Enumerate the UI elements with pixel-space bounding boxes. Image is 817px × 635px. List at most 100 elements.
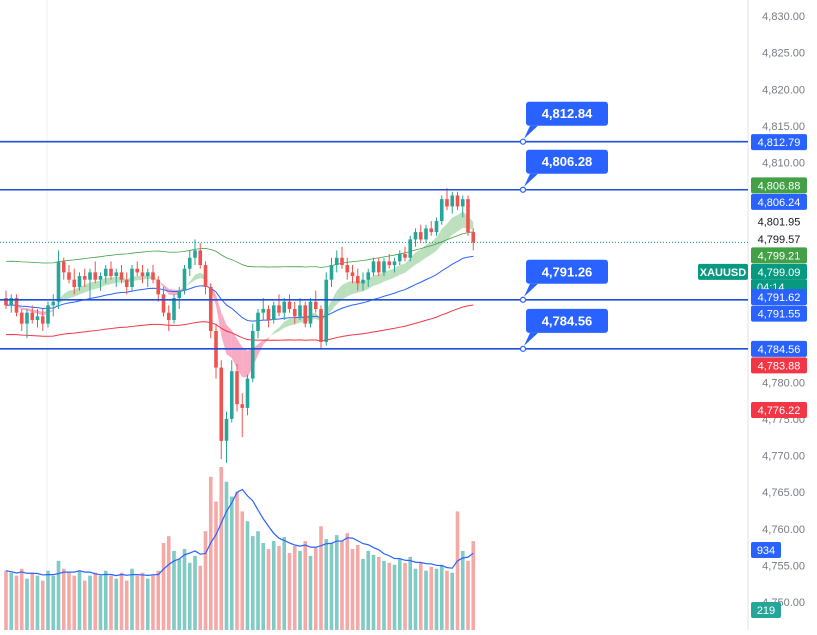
symbol-tag-text: XAUUSD xyxy=(700,267,747,279)
volume-bar xyxy=(203,531,208,630)
volume-bar xyxy=(208,476,213,630)
volume-bar xyxy=(109,575,113,630)
ribbon-segment xyxy=(284,318,290,328)
ribbon-segment xyxy=(342,282,348,300)
candle-body xyxy=(193,250,197,258)
volume-bar xyxy=(418,562,423,630)
ribbon-segment xyxy=(441,223,447,245)
volume-bar xyxy=(93,572,98,630)
ribbon-segment xyxy=(258,340,264,356)
price-label-box xyxy=(751,134,807,151)
candle-body xyxy=(403,254,407,258)
candle-body xyxy=(434,221,439,233)
ribbon-segment xyxy=(95,280,101,290)
candle-body xyxy=(340,257,344,266)
volume-bar xyxy=(145,578,150,630)
candle-body xyxy=(235,371,239,405)
axis-tick-label: 4,780.00 xyxy=(762,377,805,389)
volume-bar xyxy=(219,466,224,630)
candle-body xyxy=(119,272,124,280)
volume-ma-label-text: 934 xyxy=(757,545,775,557)
candle-body xyxy=(187,257,192,269)
volume-ma-line xyxy=(5,488,474,577)
candle-body xyxy=(371,261,376,273)
volume-bar xyxy=(4,570,8,630)
callout-label: 4,812.84 xyxy=(542,106,593,121)
ribbon-segment xyxy=(63,290,69,301)
volume-bar xyxy=(361,558,365,630)
candle-body xyxy=(271,305,276,320)
price-label-box xyxy=(751,401,807,418)
callout-box xyxy=(526,308,608,333)
candle-body xyxy=(424,228,428,240)
candle-body xyxy=(203,265,208,288)
candle-body xyxy=(67,272,71,280)
volume-bar xyxy=(376,556,381,630)
volume-bar xyxy=(319,526,323,630)
price-axis[interactable]: 4,830.00 4,825.00 4,820.00 4,815.00 4,810.00… xyxy=(698,11,807,618)
volume-bar xyxy=(77,570,82,630)
volume-bar xyxy=(403,562,407,630)
ribbon-segment xyxy=(105,277,111,286)
ribbon-segment xyxy=(100,277,106,288)
volume-bar xyxy=(161,543,166,630)
price-label-text: 4,791.55 xyxy=(758,309,801,321)
volume-bar xyxy=(445,570,449,630)
price-label-text: 4,791.62 xyxy=(758,292,801,304)
ribbon-segment xyxy=(226,324,232,359)
ribbon-segment xyxy=(279,321,285,332)
axis-tick-label: 4,830.00 xyxy=(762,11,805,23)
candle-body xyxy=(382,261,386,273)
volume-bar xyxy=(35,575,40,630)
ribbon-segment xyxy=(163,284,169,295)
volume-bar xyxy=(187,562,192,630)
price-label-text: 4,806.88 xyxy=(758,180,801,192)
volume-bar xyxy=(235,491,239,630)
candle-body xyxy=(14,298,19,313)
volume-bar xyxy=(261,543,266,630)
volume-bar xyxy=(198,565,203,630)
candle-body xyxy=(61,261,66,273)
ribbon-segment xyxy=(168,288,174,296)
horizontal-lines[interactable]: 4,812.84 4,806.28 4,791.26 4,784.56 xyxy=(0,101,748,352)
ribbon-segment xyxy=(69,289,75,299)
ribbon-segment xyxy=(221,312,227,355)
candle-body xyxy=(334,257,339,266)
axis-tick-label: 4,755.00 xyxy=(762,560,805,572)
price-label-box xyxy=(751,305,807,322)
candle-body xyxy=(224,418,229,441)
ribbon-segment xyxy=(74,286,80,297)
candle-body xyxy=(177,290,182,299)
volume-bar xyxy=(397,558,402,630)
price-label-text: 4,776.22 xyxy=(758,405,801,417)
ribbon-segment xyxy=(79,285,85,295)
volume-bar xyxy=(25,578,29,630)
volume-bar xyxy=(51,575,56,630)
candle-body xyxy=(387,261,392,266)
volume-bar xyxy=(334,535,339,630)
candle-body xyxy=(88,272,92,280)
ribbon-segment xyxy=(216,295,222,336)
ribbon-segment xyxy=(447,217,453,241)
ribbon-segment xyxy=(205,275,211,289)
ribbon-segment xyxy=(32,309,38,314)
candle-body xyxy=(9,298,14,306)
volume-bar xyxy=(14,575,19,630)
ribbon-segment xyxy=(268,331,274,340)
candle-body xyxy=(229,371,234,419)
candle-body xyxy=(277,305,281,313)
callout-pointer xyxy=(524,332,538,346)
candle-body xyxy=(450,195,455,207)
volume-ma-label-box xyxy=(751,542,781,558)
candle-body xyxy=(324,279,329,342)
callout-label: 4,791.26 xyxy=(542,264,593,279)
ribbon-segment xyxy=(426,241,432,258)
volume-bar xyxy=(371,554,376,630)
price-label-box xyxy=(751,263,807,280)
volume-bar xyxy=(308,555,313,630)
candle-body xyxy=(145,272,150,277)
ribbon-segment xyxy=(158,280,164,288)
anchor-dot xyxy=(519,345,527,352)
